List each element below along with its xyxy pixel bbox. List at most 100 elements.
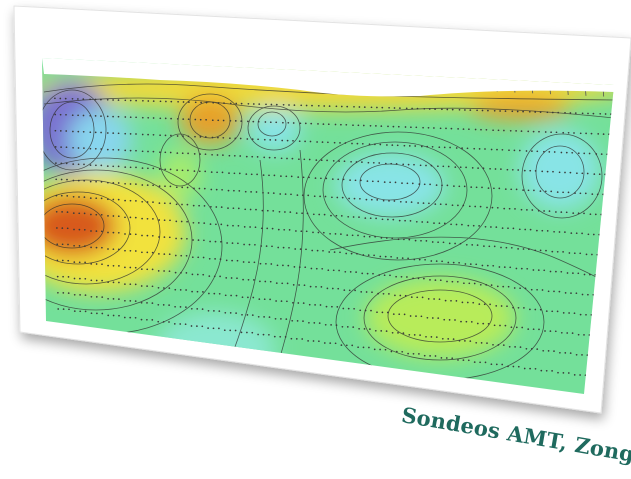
- station-dot: [124, 199, 126, 202]
- station-dot: [467, 359, 470, 362]
- station-dot: [333, 251, 336, 253]
- station-dot: [194, 118, 197, 121]
- station-dot: [169, 219, 171, 222]
- station-dot: [89, 180, 92, 183]
- station-dot: [336, 306, 339, 308]
- station-dot: [224, 311, 227, 314]
- station-dot: [248, 243, 251, 246]
- station-dot: [378, 274, 381, 276]
- station-dot: [381, 106, 384, 109]
- station-dot: [326, 287, 329, 290]
- station-dot: [420, 315, 423, 318]
- station-dot: [567, 131, 570, 134]
- station-dot: [389, 181, 391, 184]
- station-dot: [186, 186, 189, 189]
- station-dot: [543, 210, 545, 212]
- station-dot: [295, 230, 297, 232]
- station-dot: [550, 190, 553, 193]
- station-dot: [500, 305, 503, 307]
- station-dot: [379, 348, 381, 351]
- station-dot: [424, 258, 426, 261]
- station-dot: [59, 130, 62, 132]
- station-dot: [233, 189, 235, 192]
- station-dot: [78, 196, 80, 198]
- station-dot: [241, 313, 243, 316]
- station-dot: [286, 157, 288, 160]
- station-dot: [141, 217, 143, 220]
- station-dot: [518, 228, 521, 231]
- station-dot: [520, 267, 523, 270]
- station-dot: [379, 255, 382, 258]
- station-dot: [218, 310, 221, 312]
- station-dot: [501, 227, 504, 229]
- station-dot: [235, 294, 238, 297]
- station-dot: [492, 129, 494, 132]
- station-dot: [551, 111, 554, 114]
- station-dot: [163, 202, 166, 205]
- station-dot: [490, 284, 493, 286]
- station-dot: [402, 332, 405, 334]
- station-dot: [403, 144, 406, 147]
- station-dot: [370, 198, 373, 201]
- station-dot: [418, 353, 420, 355]
- station-dot: [585, 253, 588, 256]
- station-dot: [351, 142, 353, 145]
- station-dot: [100, 230, 103, 233]
- station-dot: [370, 309, 372, 312]
- station-dot: [129, 233, 132, 235]
- station-dot: [89, 131, 92, 134]
- station-dot: [565, 151, 568, 154]
- station-dot: [176, 135, 179, 137]
- station-dot: [282, 103, 285, 106]
- station-dot: [415, 126, 418, 129]
- station-dot: [312, 231, 314, 234]
- station-dot: [413, 163, 415, 166]
- station-dot: [77, 114, 79, 117]
- station-dot: [84, 277, 87, 280]
- station-dot: [277, 246, 280, 249]
- station-dot: [490, 148, 493, 151]
- station-dot: [182, 135, 184, 137]
- station-dot: [482, 167, 485, 170]
- station-dot: [285, 175, 288, 178]
- station-dot: [134, 216, 137, 219]
- station-dot: [498, 266, 501, 268]
- station-dot: [173, 323, 176, 325]
- station-dot: [508, 149, 510, 152]
- station-dot: [457, 359, 459, 361]
- station-dot: [269, 139, 272, 141]
- station-dot: [508, 345, 511, 348]
- station-dot: [384, 255, 387, 258]
- station-dot: [562, 251, 564, 253]
- station-dot: [212, 101, 215, 104]
- station-dot: [313, 195, 316, 198]
- station-dot: [361, 142, 364, 145]
- station-dot: [484, 148, 486, 150]
- station-dot: [442, 165, 445, 168]
- station-dot: [100, 164, 103, 167]
- station-dot: [301, 212, 303, 215]
- station-dot: [83, 147, 85, 149]
- station-dot: [165, 100, 167, 103]
- station-dot: [244, 190, 247, 193]
- station-dot: [268, 316, 271, 318]
- station-dot: [551, 370, 553, 372]
- station-dot: [399, 107, 401, 109]
- station-dot: [308, 176, 310, 179]
- station-dot: [95, 213, 98, 216]
- station-dot: [383, 274, 386, 277]
- station-dot: [548, 210, 551, 212]
- station-dot: [368, 143, 371, 146]
- station-dot: [406, 276, 408, 278]
- station-dot: [389, 274, 391, 277]
- station-dot: [458, 108, 461, 111]
- station-dot: [574, 112, 577, 114]
- station-dot: [107, 215, 109, 217]
- station-dot: [414, 239, 417, 242]
- station-dot: [83, 228, 86, 231]
- station-dot: [522, 110, 524, 113]
- station-dot: [426, 221, 429, 223]
- station-dot: [466, 147, 469, 150]
- station-dot: [536, 348, 539, 350]
- station-dot: [246, 314, 249, 316]
